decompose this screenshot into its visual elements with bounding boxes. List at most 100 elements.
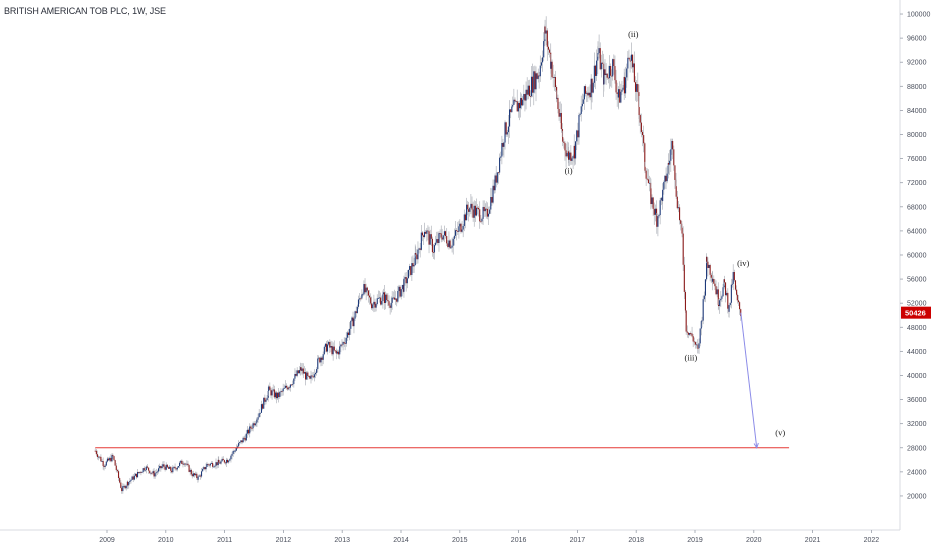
- candle-body: [274, 392, 277, 398]
- wave-annotations: (i) (ii) (iii) (iv) (v): [565, 29, 786, 438]
- candle-body: [497, 172, 500, 174]
- candle-body: [597, 54, 599, 61]
- candle-body: [727, 292, 729, 309]
- candle-body: [246, 429, 248, 434]
- candle-body: [318, 357, 320, 359]
- candle-body: [276, 392, 279, 399]
- candle-body: [562, 137, 564, 142]
- candle-body: [486, 208, 488, 217]
- candle-body: [672, 140, 674, 150]
- candle-body: [300, 367, 302, 371]
- candle-body: [349, 328, 351, 335]
- candle-body: [393, 297, 395, 300]
- candle-body: [547, 46, 550, 50]
- candle-body: [272, 389, 274, 391]
- price-axis[interactable]: 20000 24000 28000 32000 36000 40000 44000 48000…: [899, 0, 930, 530]
- candle-body: [601, 62, 604, 64]
- candle-body: [301, 368, 303, 371]
- candle-body: [456, 230, 458, 231]
- candle-body: [558, 109, 560, 117]
- candle-body: [159, 465, 161, 469]
- candle-body: [362, 294, 364, 296]
- candle-body: [248, 429, 250, 434]
- candle-body: [281, 391, 283, 393]
- candle-body: [593, 65, 595, 83]
- candle-body: [416, 254, 418, 260]
- candle-body: [564, 142, 566, 151]
- candle-body: [419, 248, 421, 250]
- candle-body: [650, 188, 652, 205]
- candle-body: [450, 247, 452, 249]
- candle-body: [186, 463, 188, 465]
- candle-body: [276, 392, 278, 399]
- candle-body: [391, 297, 393, 303]
- candle-body: [454, 230, 457, 236]
- candle-body: [365, 287, 367, 293]
- candle-body: [667, 163, 670, 165]
- candle-body: [405, 277, 407, 284]
- candle-body: [341, 344, 343, 346]
- candle-body: [312, 376, 314, 378]
- candle-body: [360, 298, 362, 300]
- candle-body: [484, 208, 486, 212]
- projection-arrow-line[interactable]: [740, 312, 758, 448]
- candle-body: [346, 332, 348, 338]
- candle-body: [239, 442, 241, 444]
- candle-body: [726, 292, 728, 296]
- candle-body: [193, 473, 196, 476]
- candle-body: [716, 289, 718, 295]
- candle-body: [428, 231, 430, 245]
- candle-body: [350, 320, 352, 329]
- candle-body: [271, 390, 273, 396]
- candle-body: [306, 372, 308, 380]
- candle-body: [392, 297, 394, 299]
- time-tick-label: 2020: [746, 537, 762, 544]
- candle-body: [714, 283, 716, 287]
- candle-body: [144, 469, 146, 471]
- candle-body: [503, 142, 505, 147]
- candle-body: [139, 471, 141, 473]
- candle-body: [463, 214, 465, 226]
- time-axis[interactable]: 2009 2010 2011 2012 2013 2014 2015 2016 2017 2018…: [0, 529, 900, 544]
- candle-body: [584, 86, 587, 94]
- candle-body: [425, 231, 427, 234]
- candle-body: [706, 256, 708, 280]
- candle-body: [706, 256, 708, 262]
- candle-body: [730, 284, 732, 303]
- price-tick-label: 36000: [907, 397, 927, 404]
- candle-body: [709, 264, 711, 275]
- candle-body: [654, 208, 656, 215]
- candle-body: [323, 346, 325, 355]
- candle-body: [96, 454, 99, 458]
- candle-body: [740, 309, 742, 317]
- candle-body: [287, 387, 289, 390]
- candle-body: [353, 318, 355, 327]
- candle-body: [354, 311, 356, 319]
- candle-body: [373, 301, 375, 305]
- candle-body: [524, 94, 526, 101]
- candle-body: [396, 298, 398, 302]
- candle-body: [119, 478, 121, 483]
- candle-body: [296, 370, 298, 376]
- candle-body: [618, 89, 620, 98]
- candle-body: [663, 182, 665, 190]
- candle-body: [696, 344, 698, 346]
- candle-body: [620, 91, 622, 103]
- time-tick-label: 2016: [511, 537, 527, 544]
- candle-body: [235, 448, 237, 451]
- candle-body: [295, 374, 297, 376]
- candle-body: [192, 473, 194, 477]
- candle-body: [712, 278, 714, 282]
- candle-body: [563, 141, 565, 143]
- candle-body: [270, 389, 272, 396]
- price-tick-label: 44000: [907, 349, 927, 356]
- candle-body: [238, 443, 240, 447]
- candle-body: [226, 459, 228, 464]
- candle-body: [163, 464, 165, 467]
- candle-body: [115, 465, 117, 471]
- candle-body: [297, 370, 299, 374]
- last-price-badge: [901, 306, 931, 319]
- candle-body: [284, 385, 286, 388]
- candle-body: [388, 301, 390, 306]
